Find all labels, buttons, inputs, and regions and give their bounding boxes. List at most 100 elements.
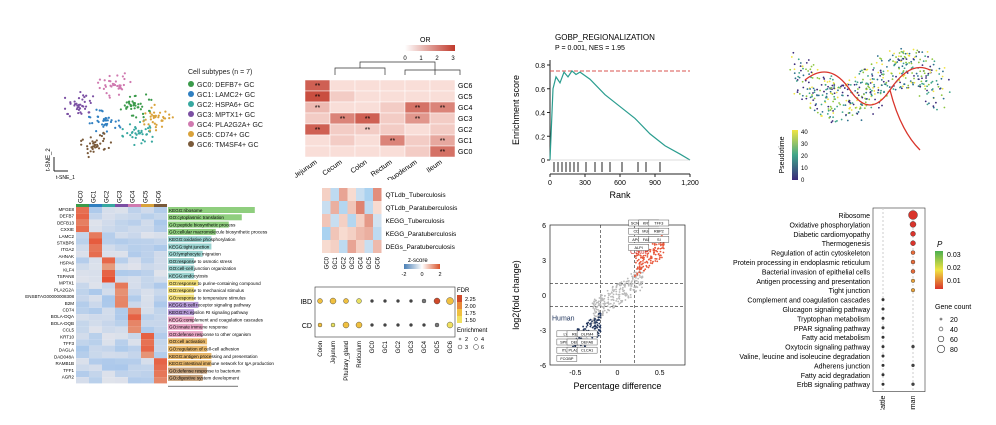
- or-star: **: [340, 116, 346, 123]
- ibd-enrich-tick: 6: [481, 345, 484, 351]
- pseudotime-point: [917, 78, 920, 81]
- gene-cell: [89, 213, 102, 220]
- tsne-point: [107, 116, 110, 119]
- tsne-point: [66, 112, 70, 116]
- gene-cell: [141, 238, 154, 245]
- qtl-panel: QTLdb_Tuberculosis QTLdb_Paratuberculosis…: [300, 180, 510, 280]
- volcano-point: [603, 305, 606, 307]
- volcano-point: [630, 281, 633, 284]
- pseudotime-point: [898, 72, 901, 75]
- pseudotime-point: [838, 102, 840, 104]
- nes-term: GO:response to osmotic stress: [169, 259, 233, 264]
- tsne-point: [91, 95, 95, 98]
- gene-cell: [128, 320, 141, 327]
- gene-cell: [76, 314, 89, 321]
- tsne-point: [134, 127, 137, 130]
- volcano-panel: 6 3 0 -3 -6 -0.5 0 0.5 Percentage difference log2…: [505, 215, 705, 400]
- pseudotime-point: [805, 95, 808, 98]
- pseudotime-point: [916, 49, 919, 52]
- volcano-point: [642, 254, 645, 257]
- nes-term: KEGG:antigen processing and presentation: [169, 354, 258, 359]
- tsne-point: [101, 123, 104, 126]
- ibd-enrich-tick: 2: [465, 337, 468, 343]
- kegg-pathway-label: Complement and coagulation cascades: [747, 298, 870, 305]
- tsne-point: [155, 123, 158, 126]
- pseudotime-point: [792, 51, 795, 54]
- volcano-point: [636, 266, 639, 269]
- pseudotime-point: [902, 69, 905, 72]
- or-star: **: [315, 83, 321, 90]
- gene-cell: [115, 333, 128, 340]
- ibd-enrich-tick: 4: [481, 337, 484, 343]
- pseudotime-point: [871, 73, 873, 76]
- tsne-legend-item: GC0: DEFB7+ GC: [188, 81, 254, 89]
- tsne-point: [133, 102, 136, 105]
- pseudotime-point: [877, 86, 880, 89]
- pseudotime-point: [810, 71, 813, 74]
- tsne-point: [102, 118, 105, 121]
- pseudotime-point: [931, 58, 934, 61]
- gene-cell: [128, 370, 141, 378]
- pseudotime-point: [830, 87, 833, 90]
- nes-term: GO:regulation of cell-cell adhesion: [169, 347, 240, 352]
- pseudotime-point: [869, 82, 872, 84]
- or-legend-tick: 0: [403, 56, 407, 62]
- ibd-row-label: IBD: [300, 299, 312, 306]
- tsne-point: [89, 101, 92, 105]
- gene-cell: [89, 370, 102, 378]
- pseudotime-point: [813, 89, 816, 92]
- gene-cell: [76, 377, 89, 384]
- volcano-point: [599, 296, 602, 298]
- pseudotime-point: [935, 69, 938, 72]
- tsne-point: [141, 133, 144, 136]
- pseudotime-point: [823, 80, 826, 82]
- volcano-point: [603, 300, 606, 303]
- tsne-point: [83, 107, 87, 110]
- volcano-point: [593, 314, 596, 317]
- pseudotime-point: [908, 52, 911, 55]
- nes-term: KEGG:oxidative phosphorylation: [169, 237, 236, 242]
- pseudotime-point: [809, 68, 812, 71]
- pseudotime-point: [877, 91, 879, 94]
- tsne-point: [91, 122, 94, 125]
- ibd-fdr-tick: 2.00: [465, 304, 476, 310]
- volcano-point: [636, 272, 639, 275]
- or-star: **: [315, 127, 321, 134]
- pseudotime-point: [836, 120, 838, 122]
- or-cell: [379, 79, 406, 92]
- pseudotime-point: [795, 80, 798, 82]
- gene-label: CCL5: [62, 328, 74, 333]
- volcano-point: [637, 281, 640, 283]
- volcano-point: [607, 298, 610, 301]
- pseudotime-point: [866, 68, 869, 71]
- gene-cell: [128, 326, 141, 333]
- gene-cell: [154, 263, 167, 270]
- kegg-pathway-label: Antigen processing and presentation: [756, 279, 870, 286]
- pseudotime-point: [847, 100, 850, 103]
- or-cell: [354, 79, 381, 92]
- gene-cell: [141, 314, 154, 321]
- pseudotime-point: [947, 78, 950, 81]
- gene-cell: [115, 288, 128, 296]
- tsne-point: [116, 84, 119, 88]
- pseudotime-point: [831, 120, 834, 122]
- volcano-point: [639, 272, 642, 274]
- volcano-ytick: 6: [542, 223, 546, 230]
- kegg-col-label: Human: [910, 396, 917, 410]
- kegg-dot-cattle: [881, 345, 885, 349]
- tsne-point: [147, 98, 151, 101]
- tsne-point: [149, 118, 152, 121]
- gene-cell: [141, 307, 154, 315]
- pseudotime-point: [895, 75, 897, 78]
- pseudotime-point: [805, 61, 808, 64]
- ibd-col-label: GC1: [383, 340, 389, 353]
- volcano-point: [659, 243, 662, 246]
- gene-cell: [115, 370, 128, 378]
- or-legend-tick: 3: [451, 56, 455, 62]
- gene-cell: [154, 288, 167, 296]
- ibd-col-label: GC6: [448, 340, 454, 353]
- volcano-point: [657, 253, 660, 256]
- gene-cell: [128, 345, 141, 352]
- gene-label: DAD048A: [54, 354, 74, 359]
- pseudotime-point: [809, 96, 812, 99]
